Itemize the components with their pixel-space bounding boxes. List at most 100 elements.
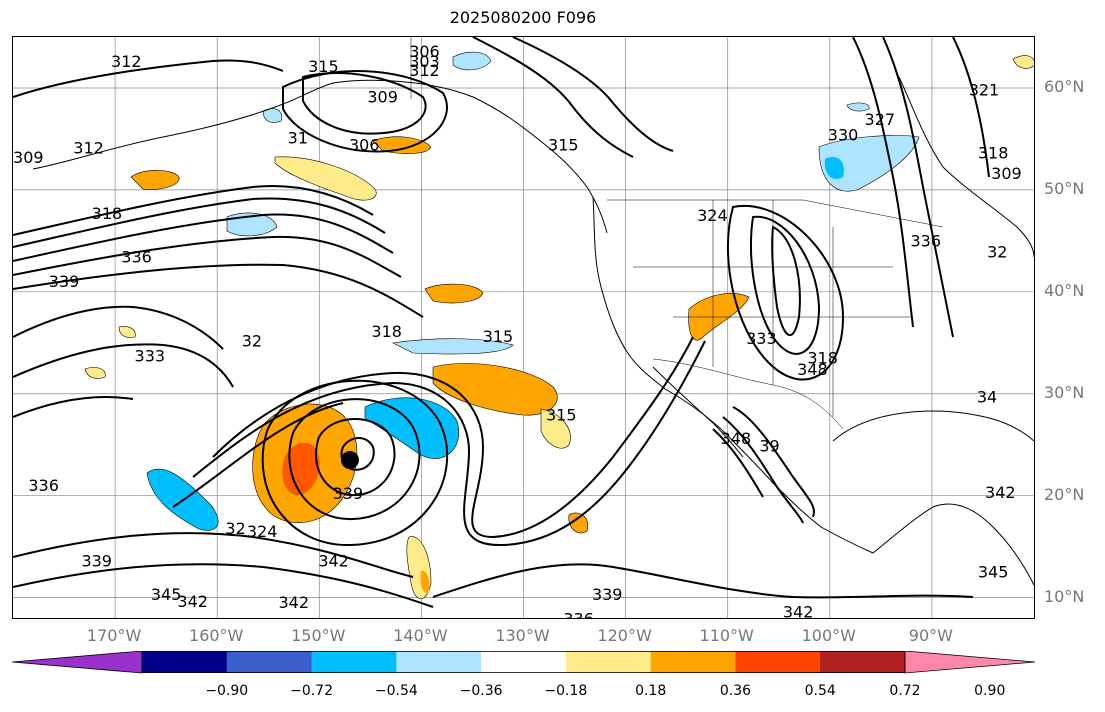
contour-label: 312 <box>73 139 104 158</box>
contour-label: 303 <box>409 52 440 71</box>
contour-gulf-1 <box>302 72 427 135</box>
marker-layer <box>340 451 359 470</box>
latitude-label: 30°N <box>1044 382 1085 402</box>
positive-anomaly-small-2 <box>1012 55 1034 69</box>
contour-label: 336 <box>911 231 942 250</box>
contour-label: 336 <box>563 610 594 618</box>
positive-anomaly-south-core <box>420 570 430 594</box>
longitude-label: 130°W <box>495 626 550 645</box>
contour-jet-5 <box>13 263 424 318</box>
longitude-label: 160°W <box>189 626 244 645</box>
colorbar-tick-label: 0.72 <box>889 683 921 699</box>
contour-label: 339 <box>333 484 364 503</box>
contour-mexico-1 <box>732 406 815 518</box>
border-us-canada-east <box>802 199 944 228</box>
coast-alaska <box>32 79 608 234</box>
positive-anomaly-small-1 <box>568 512 589 534</box>
colorbar-extend-high <box>904 651 1035 674</box>
coast-mexico-pacific <box>664 388 874 554</box>
longitude-label: 110°W <box>699 626 754 645</box>
longitude-label: 170°W <box>86 626 142 645</box>
contour-label: 342 <box>783 602 814 618</box>
negative-anomaly-nw <box>226 212 278 237</box>
contour-west-1 <box>13 305 224 350</box>
latitude-label: 50°N <box>1044 178 1085 198</box>
negative-anomaly-cyclone-east <box>364 397 459 459</box>
contour-label: 31 <box>288 128 308 147</box>
contour-label: 34 <box>977 387 997 406</box>
contour-label: 306 <box>409 42 440 61</box>
colorbar-tick-label: −0.90 <box>205 683 249 699</box>
colorbar-extend-low <box>12 651 143 674</box>
contour-south-2 <box>13 563 434 608</box>
negative-anomaly-canada <box>818 135 920 192</box>
contour-jet-4 <box>13 235 402 278</box>
contour-spiral-2 <box>192 340 706 547</box>
map-panel: 312 315 306 303 312 309 306 31 309 312 318 336 339 31… <box>12 36 1035 619</box>
contour-label: 345 <box>151 585 182 604</box>
colorbar-segment <box>396 651 482 673</box>
colorbar-segment <box>142 651 228 673</box>
contour-label: 348 <box>721 429 752 448</box>
contour-south-3 <box>432 563 974 599</box>
contour-gulf-2 <box>282 70 448 153</box>
contour-east-3 <box>952 37 990 178</box>
positive-anomaly-east-pac-fringe <box>540 408 571 449</box>
positive-anomaly-small-4 <box>118 326 136 338</box>
colorbar-segment <box>311 651 397 673</box>
contour-rockies-3 <box>727 204 845 381</box>
contour-cyclone-4 <box>261 379 449 547</box>
contour-label: 321 <box>969 81 1000 100</box>
contour-south-1 <box>13 532 414 578</box>
contour-rockies-2 <box>750 215 821 355</box>
contour-label: 32 <box>987 243 1007 262</box>
contour-label: 339 <box>592 585 623 604</box>
contour-spiral-1 <box>212 336 694 539</box>
colorbar-tick-label: 0.54 <box>804 683 836 699</box>
contour-label: 324 <box>247 522 278 541</box>
negative-anomaly-gulf <box>452 51 492 71</box>
colorbar-segment <box>565 651 652 673</box>
coastlines <box>32 76 1034 586</box>
positive-anomaly-central <box>424 283 484 304</box>
colorbar-outline <box>141 651 906 674</box>
contour-west-2 <box>13 343 234 388</box>
map-title: 2025080200 F096 <box>449 8 597 27</box>
contour-label: 39 <box>759 436 779 455</box>
negative-anomaly-small-1 <box>262 108 283 123</box>
contour-label: 333 <box>135 347 166 366</box>
contours <box>13 37 990 608</box>
contour-label: 348 <box>797 360 828 379</box>
contour-label: 342 <box>177 592 208 611</box>
colorbar-tick-label: 0.36 <box>719 683 752 699</box>
positive-anomaly-aleutian <box>130 169 180 190</box>
longitude-label: 120°W <box>597 626 652 645</box>
contour-label: 318 <box>978 144 1009 163</box>
contour-label: 315 <box>308 57 339 76</box>
borders <box>410 37 944 430</box>
colorbar-tick-label: −0.72 <box>290 683 333 699</box>
contour-label: 339 <box>81 551 112 570</box>
contour-label: 318 <box>371 322 402 341</box>
colorbar <box>12 651 1035 674</box>
contour-mexico-2 <box>722 416 804 524</box>
contour-north-1 <box>13 59 284 98</box>
contour-label: 342 <box>279 593 310 612</box>
storm-center-marker <box>340 451 359 470</box>
colorbar-tick-label: −0.54 <box>374 683 418 699</box>
negative-anomaly-canada-core <box>824 157 844 179</box>
positive-anomaly-core <box>282 442 320 496</box>
latitude-label: 10°N <box>1044 586 1085 606</box>
contour-label: 32 <box>225 519 245 538</box>
positive-anomaly-gulf <box>274 156 377 201</box>
contour-label: 336 <box>121 248 152 267</box>
colorbar-segment <box>650 651 736 673</box>
colorbar-segment <box>735 651 821 673</box>
longitude-label: 90°W <box>908 626 953 645</box>
contour-label: 336 <box>28 476 59 495</box>
longitude-label: 100°W <box>801 626 856 645</box>
contour-label: 315 <box>546 406 577 425</box>
coast-hudson <box>898 76 1034 258</box>
contour-label: 315 <box>483 327 514 346</box>
contour-label: 306 <box>349 136 380 155</box>
